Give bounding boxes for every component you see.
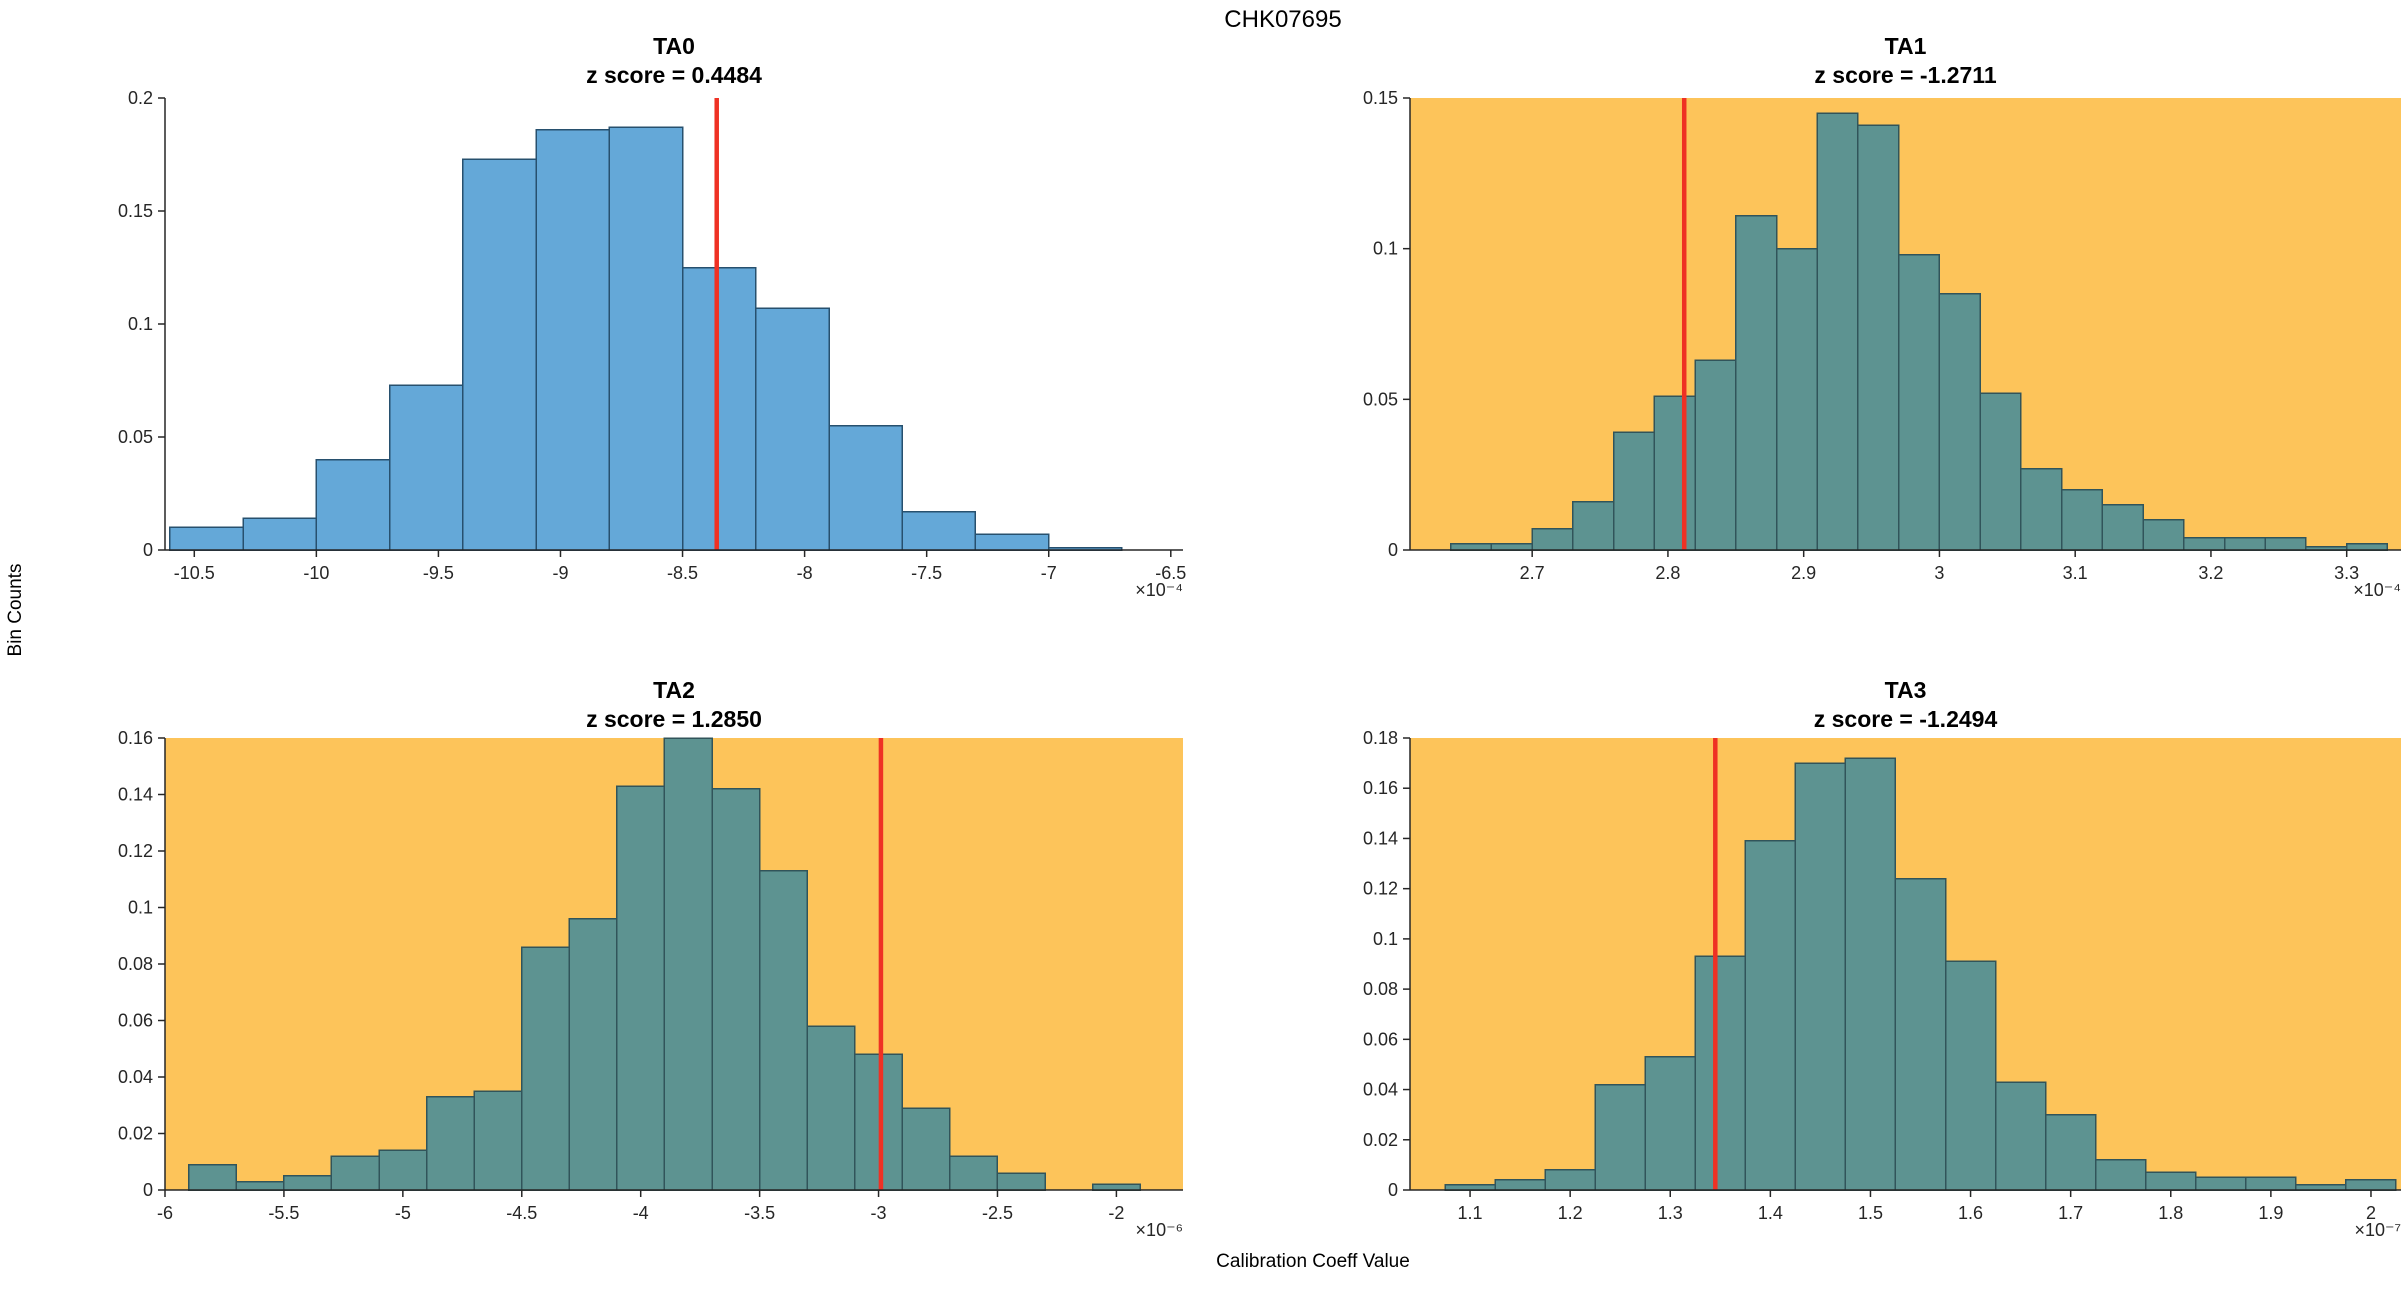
svg-text:0.12: 0.12 (1363, 879, 1398, 899)
svg-text:1.5: 1.5 (1858, 1203, 1883, 1223)
svg-text:-5.5: -5.5 (268, 1203, 299, 1223)
svg-text:-5: -5 (395, 1203, 411, 1223)
x-axis-label: Calibration Coeff Value (1216, 1251, 1410, 1272)
svg-text:-9.5: -9.5 (423, 563, 454, 583)
svg-text:1.6: 1.6 (1958, 1203, 1983, 1223)
svg-text:-9: -9 (552, 563, 568, 583)
svg-text:2.8: 2.8 (1655, 563, 1680, 583)
subplot-zscore-ta0: z score = 0.4484 (586, 62, 762, 88)
svg-text:-7: -7 (1041, 563, 1057, 583)
svg-text:0: 0 (1388, 540, 1398, 560)
svg-text:-8.5: -8.5 (667, 563, 698, 583)
svg-text:-6.5: -6.5 (1155, 563, 1186, 583)
svg-text:-4.5: -4.5 (506, 1203, 537, 1223)
subplot-title-ta1: TA1 z score = -1.2711 (1410, 32, 2401, 90)
svg-text:0.2: 0.2 (128, 88, 153, 108)
x-exponent-label-ta1: ×10⁻⁴ (2353, 580, 2401, 600)
svg-text:1.1: 1.1 (1458, 1203, 1483, 1223)
svg-text:0.14: 0.14 (118, 785, 153, 805)
svg-text:-2: -2 (1108, 1203, 1124, 1223)
svg-text:-4: -4 (633, 1203, 649, 1223)
svg-text:0.15: 0.15 (118, 201, 153, 221)
svg-text:0.14: 0.14 (1363, 828, 1398, 848)
svg-text:0: 0 (143, 1180, 153, 1200)
subplot-name-ta1: TA1 (1884, 33, 1927, 59)
svg-text:-8: -8 (797, 563, 813, 583)
subplot-zscore-ta3: z score = -1.2494 (1813, 706, 1998, 732)
svg-text:0.18: 0.18 (1363, 728, 1398, 748)
subplot-title-ta3: TA3 z score = -1.2494 (1410, 676, 2401, 734)
svg-text:2.7: 2.7 (1520, 563, 1545, 583)
svg-text:1.7: 1.7 (2058, 1203, 2083, 1223)
svg-text:-7.5: -7.5 (911, 563, 942, 583)
svg-text:1.2: 1.2 (1558, 1203, 1583, 1223)
svg-text:0.04: 0.04 (1363, 1080, 1398, 1100)
svg-text:0.16: 0.16 (1363, 778, 1398, 798)
svg-text:0.1: 0.1 (128, 314, 153, 334)
svg-text:1.3: 1.3 (1658, 1203, 1683, 1223)
subplot-name-ta3: TA3 (1884, 677, 1927, 703)
svg-text:0: 0 (143, 540, 153, 560)
svg-text:0: 0 (1388, 1180, 1398, 1200)
svg-text:0.04: 0.04 (118, 1067, 153, 1087)
svg-text:0.1: 0.1 (128, 898, 153, 918)
subplot-zscore-ta2: z score = 1.2850 (586, 706, 762, 732)
svg-text:-3.5: -3.5 (744, 1203, 775, 1223)
svg-text:0.06: 0.06 (118, 1011, 153, 1031)
subplot-title-ta0: TA0 z score = 0.4484 (165, 32, 1183, 90)
svg-text:0.1: 0.1 (1373, 929, 1398, 949)
x-exponent-label-ta0: ×10⁻⁴ (1135, 580, 1183, 600)
svg-text:0.02: 0.02 (118, 1124, 153, 1144)
svg-text:1.9: 1.9 (2258, 1203, 2283, 1223)
svg-text:0.05: 0.05 (118, 427, 153, 447)
svg-text:0.16: 0.16 (118, 728, 153, 748)
subplot-name-ta0: TA0 (653, 33, 695, 59)
svg-text:0.08: 0.08 (1363, 979, 1398, 999)
subplot-zscore-ta1: z score = -1.2711 (1814, 62, 1997, 88)
x-exponent-label-ta2: ×10⁻⁶ (1135, 1220, 1183, 1240)
y-axis-label: Bin Counts (5, 563, 26, 657)
svg-text:3.1: 3.1 (2063, 563, 2088, 583)
svg-text:0.05: 0.05 (1363, 389, 1398, 409)
subplot-title-ta2: TA2 z score = 1.2850 (165, 676, 1183, 734)
svg-text:-2.5: -2.5 (982, 1203, 1013, 1223)
x-exponent-label-ta3: ×10⁻⁷ (2354, 1220, 2401, 1240)
svg-text:1.4: 1.4 (1758, 1203, 1783, 1223)
svg-text:2: 2 (2366, 1203, 2376, 1223)
svg-text:-6: -6 (157, 1203, 173, 1223)
svg-text:3.2: 3.2 (2198, 563, 2223, 583)
svg-text:-10.5: -10.5 (174, 563, 215, 583)
svg-text:0.02: 0.02 (1363, 1130, 1398, 1150)
svg-text:-10: -10 (303, 563, 329, 583)
svg-text:1.8: 1.8 (2158, 1203, 2183, 1223)
figure-title: CHK07695 (1224, 6, 1342, 33)
svg-text:2.9: 2.9 (1791, 563, 1816, 583)
subplot-name-ta2: TA2 (653, 677, 695, 703)
svg-text:0.15: 0.15 (1363, 88, 1398, 108)
svg-text:3.3: 3.3 (2334, 563, 2359, 583)
svg-text:0.06: 0.06 (1363, 1029, 1398, 1049)
svg-text:-3: -3 (871, 1203, 887, 1223)
svg-text:0.12: 0.12 (118, 841, 153, 861)
svg-text:0.1: 0.1 (1373, 239, 1398, 259)
svg-text:3: 3 (1934, 563, 1944, 583)
svg-text:0.08: 0.08 (118, 954, 153, 974)
